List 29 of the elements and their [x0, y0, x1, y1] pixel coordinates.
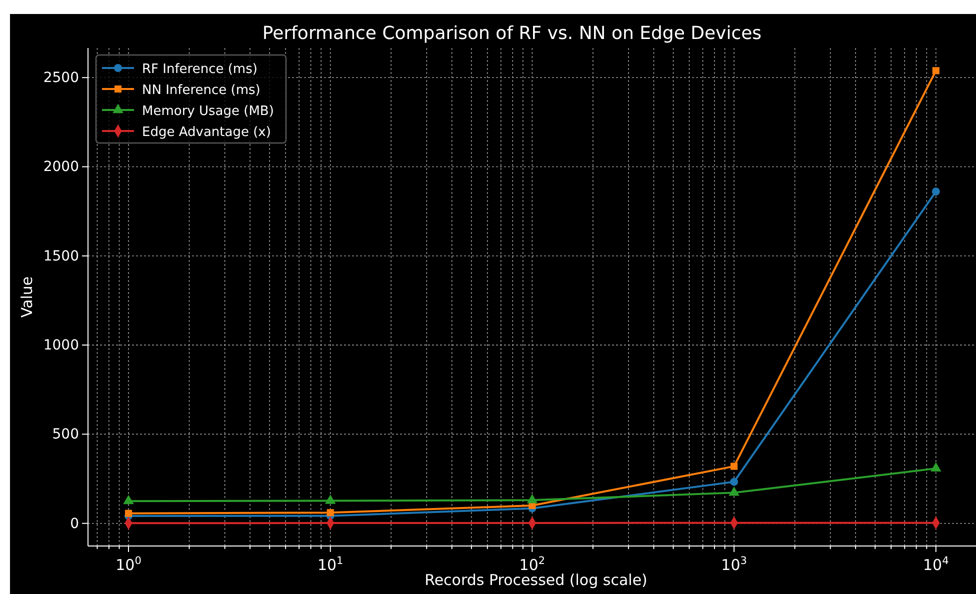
point — [326, 509, 334, 516]
point — [730, 462, 738, 470]
y-tick-label: 2000 — [43, 159, 79, 176]
y-tick-label: 0 — [70, 516, 79, 532]
legend-label: Memory Usage (MB) — [142, 104, 274, 119]
x-tick-label: 10$^{3}$ — [721, 555, 747, 574]
point — [728, 486, 740, 496]
y-tick-label: 2500 — [43, 70, 79, 86]
legend-label: RF Inference (ms) — [142, 62, 258, 77]
chart-title: Performance Comparison of RF vs. NN on Edge Devices — [262, 23, 762, 44]
y-tick-label: 1000 — [43, 338, 79, 354]
y-tick-label: 1500 — [43, 248, 79, 264]
y-axis-title: Value — [18, 276, 36, 318]
y-tick-label: 500 — [52, 426, 79, 443]
legend-label: Edge Advantage (x) — [142, 125, 271, 140]
x-tick-label: 10$^{2}$ — [519, 555, 546, 574]
x-tick-label: 10$^{0}$ — [116, 555, 142, 574]
point — [932, 67, 940, 74]
point — [932, 188, 940, 196]
point — [324, 494, 336, 504]
x-tick-label: 10$^{1}$ — [317, 555, 344, 574]
point — [124, 510, 132, 517]
legend-label: NN Inference (ms) — [142, 83, 260, 98]
point — [526, 494, 538, 504]
point — [730, 478, 738, 486]
point — [123, 494, 134, 504]
x-axis-title: Records Processed (log scale) — [424, 571, 648, 589]
point — [930, 462, 942, 472]
x-tick-label: 10$^{4}$ — [923, 555, 950, 574]
